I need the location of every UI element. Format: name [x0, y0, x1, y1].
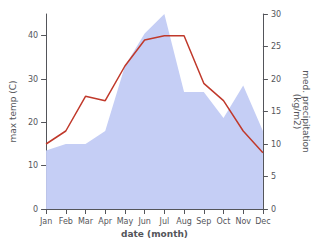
svg-text:May: May — [117, 217, 134, 226]
svg-text:5: 5 — [271, 172, 276, 181]
svg-text:Jan: Jan — [39, 217, 52, 226]
svg-text:max temp (C): max temp (C) — [8, 80, 18, 142]
svg-text:Aug: Aug — [176, 217, 192, 226]
svg-text:10: 10 — [271, 140, 281, 149]
svg-text:date (month): date (month) — [121, 229, 188, 239]
svg-text:Jul: Jul — [159, 217, 170, 226]
svg-text:Feb: Feb — [59, 217, 73, 226]
svg-text:Sep: Sep — [196, 217, 211, 226]
svg-text:20: 20 — [271, 75, 281, 84]
svg-text:30: 30 — [271, 10, 281, 19]
svg-text:Nov: Nov — [235, 217, 251, 226]
svg-text:0: 0 — [271, 205, 276, 214]
svg-text:30: 30 — [28, 75, 38, 84]
svg-text:Dec: Dec — [255, 217, 270, 226]
svg-text:0: 0 — [33, 205, 38, 214]
svg-text:Jun: Jun — [137, 217, 151, 226]
svg-text:Apr: Apr — [98, 217, 113, 226]
svg-text:(kg/m2): (kg/m2) — [292, 94, 302, 129]
svg-text:Mar: Mar — [78, 217, 94, 226]
svg-text:25: 25 — [271, 42, 281, 51]
svg-text:20: 20 — [28, 118, 38, 127]
svg-text:15: 15 — [271, 107, 281, 116]
svg-text:10: 10 — [28, 161, 38, 170]
svg-text:Oct: Oct — [217, 217, 231, 226]
svg-text:med. precipitation: med. precipitation — [300, 70, 311, 153]
svg-text:40: 40 — [28, 31, 38, 40]
